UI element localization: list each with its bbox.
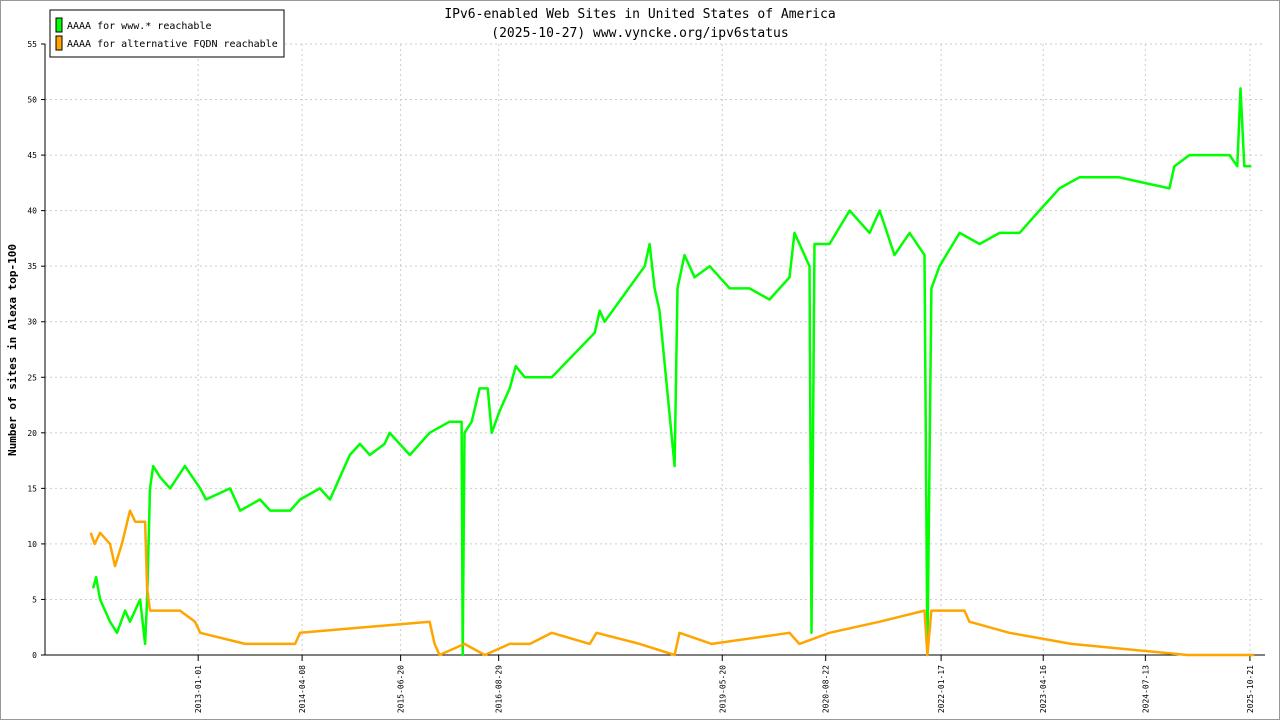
y-tick-label: 0: [32, 651, 37, 660]
legend: AAAA for www.* reachable AAAA for alterna…: [49, 9, 285, 58]
y-axis-title: Number of sites in Alexa top-100: [6, 244, 19, 456]
legend-box: [49, 9, 285, 58]
x-tick-label: 2015-06-20: [397, 665, 406, 713]
y-tick-label: 10: [27, 540, 37, 549]
x-tick-label: 2014-04-08: [298, 665, 307, 713]
legend-swatch: [55, 17, 63, 33]
x-tick-label: 2020-08-22: [822, 665, 831, 713]
x-tick-label: 2022-01-17: [937, 665, 946, 713]
y-tick-label: 5: [32, 595, 37, 604]
y-tick-label: 30: [27, 318, 37, 327]
series-line: [89, 509, 1255, 657]
legend-label: AAAA for www.* reachable: [67, 21, 212, 32]
chart-title: IPv6-enabled Web Sites in United States …: [444, 7, 835, 22]
y-tick-label: 50: [27, 96, 37, 105]
chart-subtitle: (2025-10-27) www.vyncke.org/ipv6status: [491, 26, 788, 41]
y-tick-label: 35: [27, 262, 37, 271]
x-tick-label: 2016-08-29: [495, 665, 504, 713]
y-tick-label: 15: [27, 484, 37, 493]
legend-label: AAAA for alternative FQDN reachable: [67, 39, 278, 50]
y-tick-label: 20: [27, 429, 37, 438]
y-tick-label: 45: [27, 151, 37, 160]
x-tick-label: 2019-05-20: [718, 665, 727, 713]
y-tick-label: 40: [27, 207, 37, 216]
y-tick-label: 25: [27, 373, 37, 382]
x-tick-label: 2013-01-01: [194, 665, 203, 713]
x-tick-label: 2023-04-16: [1039, 665, 1048, 713]
legend-swatch: [55, 35, 63, 51]
x-tick-label: 2025-10-21: [1246, 665, 1255, 713]
y-tick-label: 55: [27, 40, 37, 49]
x-tick-label: 2024-07-13: [1141, 665, 1150, 713]
series-line: [91, 87, 1252, 657]
